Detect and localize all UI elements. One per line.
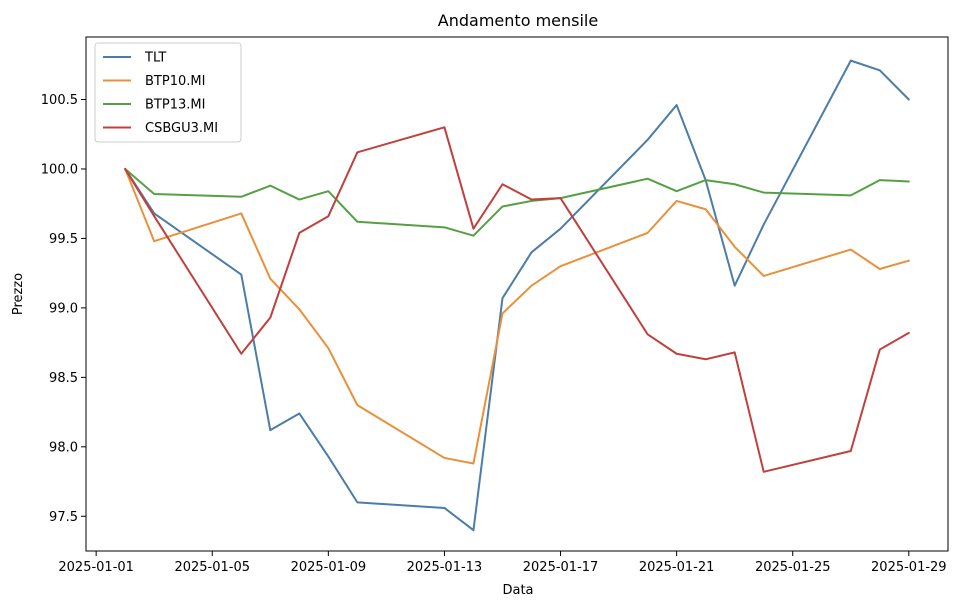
x-tick-label: 2025-01-29	[871, 560, 947, 575]
series-line-tlt	[124, 59, 910, 532]
y-tick-label: 99.5	[49, 232, 78, 247]
series-line-csbgu3-mi	[124, 126, 910, 473]
y-tick-label: 97.5	[49, 510, 78, 525]
x-tick-label: 2025-01-01	[58, 560, 134, 575]
series-layer	[124, 59, 910, 532]
y-axis-title: Prezzo	[11, 273, 26, 315]
y-tick-label: 100.0	[41, 162, 78, 177]
chart-title: Andamento mensile	[438, 11, 598, 30]
x-tick-label: 2025-01-21	[639, 560, 715, 575]
legend-label: BTP13.MI	[145, 98, 205, 113]
y-tick-label: 100.5	[41, 93, 78, 108]
y-tick-label: 98.0	[49, 440, 78, 455]
y-tick-label: 98.5	[49, 371, 78, 386]
legend-label: BTP10.MI	[145, 74, 205, 89]
x-tick-label: 2025-01-09	[291, 560, 367, 575]
legend: TLT BTP10.MI BTP13.MI CSBGU3.MI	[94, 42, 242, 143]
x-axis: 2025-01-01 2025-01-05 2025-01-09 2025-01-13…	[58, 551, 947, 575]
y-axis: 97.5 98.0 98.5 99.0 99.5 100.0 100.5	[41, 93, 86, 525]
plot-frame	[85, 36, 949, 552]
legend-label: CSBGU3.MI	[145, 121, 218, 136]
x-axis-title: Data	[502, 583, 533, 598]
x-tick-label: 2025-01-05	[174, 560, 250, 575]
x-tick-label: 2025-01-13	[407, 560, 483, 575]
x-tick-label: 2025-01-25	[755, 560, 831, 575]
series-line-btp13-mi	[124, 167, 910, 237]
legend-label: TLT	[144, 51, 166, 66]
y-tick-label: 99.0	[49, 301, 78, 316]
x-tick-label: 2025-01-17	[523, 560, 599, 575]
series-line-btp10-mi	[124, 167, 910, 465]
legend-box	[94, 42, 242, 143]
